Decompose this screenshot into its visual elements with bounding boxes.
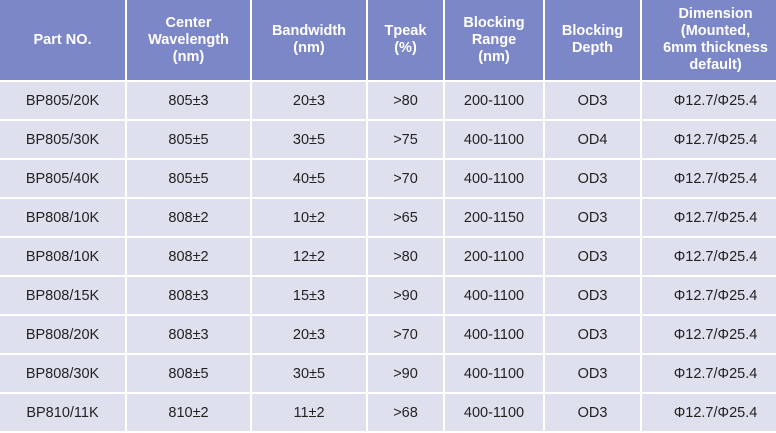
- table-row: BP808/15K 808±3 15±3 >90 400-1100 OD3 Φ12.7/Φ2…: [0, 277, 776, 314]
- cell-part-no: BP808/30K: [0, 355, 125, 392]
- cell-center-wavelength: 810±2: [127, 394, 250, 431]
- cell-part-no: BP808/10K: [0, 199, 125, 236]
- cell-dimension: Φ12.7/Φ25.4: [642, 355, 776, 392]
- cell-bandwidth: 40±5: [252, 160, 366, 197]
- cell-part-no: BP805/40K: [0, 160, 125, 197]
- column-header-line: Blocking: [561, 23, 624, 39]
- table-row: BP808/10K 808±2 12±2 >80 200-1100 OD3 Φ12.7/Φ2…: [0, 238, 776, 275]
- cell-blocking-depth: OD3: [545, 355, 640, 392]
- cell-blocking-range: 400-1100: [445, 394, 543, 431]
- column-header-line: Tpeak: [384, 23, 427, 39]
- cell-blocking-depth: OD3: [545, 160, 640, 197]
- cell-blocking-depth: OD3: [545, 82, 640, 119]
- cell-tpeak: >65: [368, 199, 443, 236]
- cell-dimension: Φ12.7/Φ25.4: [642, 199, 776, 236]
- cell-bandwidth: 11±2: [252, 394, 366, 431]
- cell-blocking-depth: OD3: [545, 238, 640, 275]
- cell-bandwidth: 30±5: [252, 355, 366, 392]
- cell-blocking-range: 400-1100: [445, 160, 543, 197]
- cell-part-no: BP810/11K: [0, 394, 125, 431]
- column-header-line: Bandwidth: [271, 23, 347, 39]
- cell-dimension: Φ12.7/Φ25.4: [642, 82, 776, 119]
- column-header-line: (Mounted,: [680, 23, 751, 39]
- cell-bandwidth: 12±2: [252, 238, 366, 275]
- cell-center-wavelength: 805±5: [127, 160, 250, 197]
- cell-dimension: Φ12.7/Φ25.4: [642, 277, 776, 314]
- cell-dimension: Φ12.7/Φ25.4: [642, 316, 776, 353]
- cell-tpeak: >90: [368, 355, 443, 392]
- cell-bandwidth: 10±2: [252, 199, 366, 236]
- table-row: BP808/20K 808±3 20±3 >70 400-1100 OD3 Φ12.7/Φ2…: [0, 316, 776, 353]
- cell-blocking-range: 200-1100: [445, 238, 543, 275]
- cell-blocking-depth: OD3: [545, 316, 640, 353]
- cell-blocking-range: 400-1100: [445, 355, 543, 392]
- cell-center-wavelength: 805±5: [127, 121, 250, 158]
- cell-tpeak: >70: [368, 160, 443, 197]
- column-header-line: Range: [471, 31, 517, 48]
- column-header-line: 6mm thickness: [663, 40, 768, 56]
- cell-center-wavelength: 808±3: [127, 277, 250, 314]
- cell-blocking-depth: OD3: [545, 199, 640, 236]
- cell-part-no: BP808/15K: [0, 277, 125, 314]
- cell-dimension: Φ12.7/Φ25.4: [642, 238, 776, 275]
- cell-bandwidth: 15±3: [252, 277, 366, 314]
- cell-center-wavelength: 808±3: [127, 316, 250, 353]
- column-header-part-no: Part NO.: [0, 0, 125, 80]
- column-header-blocking-depth: Blocking Depth: [545, 0, 640, 80]
- cell-blocking-range: 200-1150: [445, 199, 543, 236]
- column-header-line: Depth: [571, 40, 614, 56]
- table-row: BP808/10K 808±2 10±2 >65 200-1150 OD3 Φ12.7/Φ2…: [0, 199, 776, 236]
- cell-dimension: Φ12.7/Φ25.4: [642, 160, 776, 197]
- table-row: BP808/30K 808±5 30±5 >90 400-1100 OD3 Φ12.7/Φ2…: [0, 355, 776, 392]
- cell-tpeak: >80: [368, 82, 443, 119]
- cell-part-no: BP808/20K: [0, 316, 125, 353]
- column-header-line: (nm): [293, 40, 325, 56]
- column-header-bandwidth: Bandwidth (nm): [252, 0, 366, 80]
- cell-tpeak: >90: [368, 277, 443, 314]
- table-body: BP805/20K 805±3 20±3 >80 200-1100 OD3 Φ12.7/Φ2…: [0, 82, 776, 431]
- column-header-tpeak: Tpeak (%): [368, 0, 443, 80]
- column-header-line: Part NO.: [33, 31, 92, 48]
- cell-blocking-range: 200-1100: [445, 82, 543, 119]
- cell-blocking-range: 400-1100: [445, 121, 543, 158]
- cell-blocking-depth: OD4: [545, 121, 640, 158]
- cell-center-wavelength: 805±3: [127, 82, 250, 119]
- column-header-dimension: Dimension (Mounted, 6mm thickness default): [642, 0, 776, 80]
- column-header-line: default): [689, 57, 742, 73]
- column-header-blocking-range: Blocking Range (nm): [445, 0, 543, 80]
- column-header-line: Dimension: [678, 6, 753, 22]
- cell-part-no: BP808/10K: [0, 238, 125, 275]
- column-header-center-wavelength: Center Wavelength (nm): [127, 0, 250, 80]
- cell-bandwidth: 20±3: [252, 316, 366, 353]
- column-header-line: Center: [165, 14, 212, 31]
- table-row: BP805/40K 805±5 40±5 >70 400-1100 OD3 Φ12.7/Φ2…: [0, 160, 776, 197]
- cell-bandwidth: 20±3: [252, 82, 366, 119]
- cell-part-no: BP805/20K: [0, 82, 125, 119]
- column-header-line: Wavelength: [148, 31, 229, 48]
- cell-blocking-depth: OD3: [545, 277, 640, 314]
- table-row: BP805/30K 805±5 30±5 >75 400-1100 OD4 Φ12.7/Φ2…: [0, 121, 776, 158]
- cell-center-wavelength: 808±2: [127, 199, 250, 236]
- column-header-line: (%): [394, 40, 417, 56]
- cell-blocking-range: 400-1100: [445, 277, 543, 314]
- column-header-line: Blocking: [463, 14, 525, 31]
- cell-bandwidth: 30±5: [252, 121, 366, 158]
- cell-tpeak: >80: [368, 238, 443, 275]
- cell-tpeak: >68: [368, 394, 443, 431]
- column-header-line: (nm): [478, 48, 510, 65]
- column-header-line: (nm): [172, 48, 205, 65]
- cell-tpeak: >75: [368, 121, 443, 158]
- cell-blocking-range: 400-1100: [445, 316, 543, 353]
- cell-blocking-depth: OD3: [545, 394, 640, 431]
- cell-dimension: Φ12.7/Φ25.4: [642, 121, 776, 158]
- cell-part-no: BP805/30K: [0, 121, 125, 158]
- header-row: Part NO. Center Wavelength (nm) Bandwidth (nm…: [0, 0, 776, 80]
- table-row: BP805/20K 805±3 20±3 >80 200-1100 OD3 Φ12.7/Φ2…: [0, 82, 776, 119]
- cell-tpeak: >70: [368, 316, 443, 353]
- cell-center-wavelength: 808±5: [127, 355, 250, 392]
- cell-center-wavelength: 808±2: [127, 238, 250, 275]
- cell-dimension: Φ12.7/Φ25.4: [642, 394, 776, 431]
- table-row: BP810/11K 810±2 11±2 >68 400-1100 OD3 Φ12.7/Φ2…: [0, 394, 776, 431]
